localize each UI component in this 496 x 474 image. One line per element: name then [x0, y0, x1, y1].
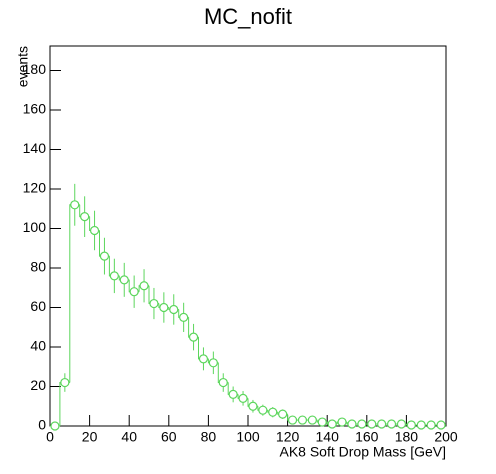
marker	[50, 421, 60, 431]
x-tick-label: 120	[276, 429, 300, 445]
marker	[268, 407, 278, 417]
marker	[337, 417, 347, 427]
x-tick-label: 180	[395, 429, 419, 445]
marker	[208, 358, 218, 368]
marker	[99, 251, 110, 261]
y-tick-label: 100	[23, 219, 47, 235]
x-axis-label: AK8 Soft Drop Mass [GeV]	[279, 444, 446, 460]
marker	[248, 401, 258, 411]
y-tick-label: 120	[23, 180, 47, 196]
marker	[416, 420, 426, 430]
y-tick-label: 40	[30, 338, 46, 354]
y-tick-label: 160	[23, 101, 47, 117]
marker	[80, 212, 90, 222]
x-tick-label: 80	[201, 429, 217, 445]
y-axis-label: events	[15, 46, 31, 87]
x-tick-label: 0	[46, 429, 54, 445]
marker	[149, 298, 159, 309]
marker	[426, 420, 436, 430]
y-tick-label: 180	[23, 61, 47, 77]
marker	[238, 393, 248, 403]
marker	[347, 419, 357, 429]
x-tick-label: 140	[316, 429, 340, 445]
marker	[159, 302, 169, 313]
marker	[367, 419, 377, 429]
marker	[109, 271, 119, 281]
x-tick-label: 160	[355, 429, 379, 445]
marker	[278, 409, 288, 419]
y-tick-label: 20	[30, 377, 46, 393]
chart-title: MC_nofit	[204, 4, 292, 29]
marker	[317, 417, 327, 427]
marker	[377, 419, 387, 429]
y-tick-label: 80	[30, 259, 46, 275]
x-tick-label: 40	[121, 429, 137, 445]
y-tick-label: 140	[23, 140, 47, 156]
marker	[386, 419, 397, 429]
marker	[307, 415, 317, 425]
marker	[198, 354, 209, 364]
marker	[297, 415, 308, 425]
marker	[89, 225, 100, 236]
marker	[327, 419, 337, 429]
marker	[60, 377, 70, 388]
x-tick-label: 100	[236, 429, 260, 445]
marker	[258, 405, 268, 415]
marker	[179, 312, 189, 322]
y-tick-label: 60	[30, 298, 46, 314]
marker	[357, 419, 367, 429]
marker	[218, 377, 228, 388]
x-tick-label: 60	[161, 429, 177, 445]
marker	[396, 419, 407, 429]
marker	[70, 200, 80, 210]
marker	[139, 281, 149, 291]
marker	[129, 287, 139, 297]
marker	[436, 420, 446, 430]
y-tick-label: 0	[38, 417, 46, 433]
marker	[188, 332, 199, 342]
marker	[287, 415, 298, 425]
marker	[119, 275, 129, 285]
x-tick-label: 20	[82, 429, 98, 445]
x-tick-label: 200	[434, 429, 458, 445]
marker	[169, 304, 179, 315]
marker	[406, 420, 416, 430]
marker	[228, 389, 238, 399]
